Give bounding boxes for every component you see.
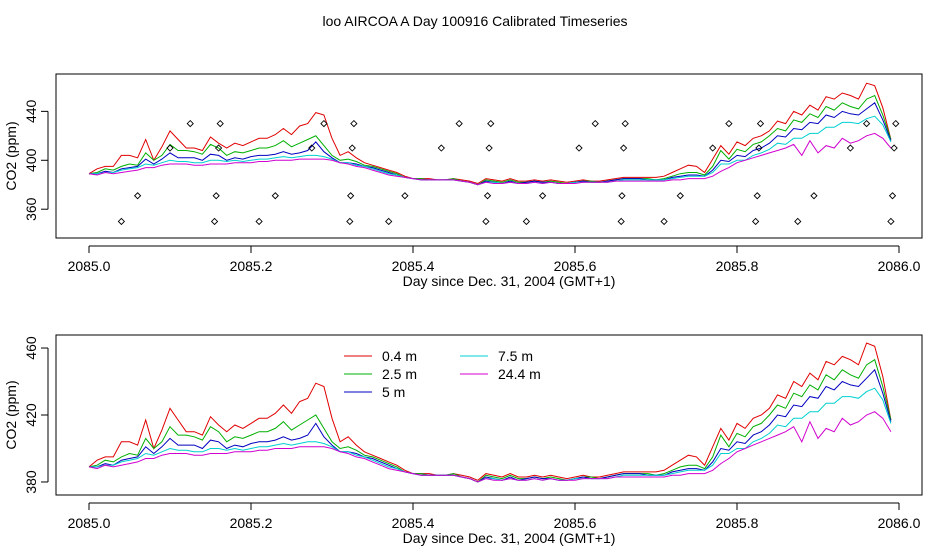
flag-point <box>437 144 445 152</box>
top-series-lines <box>88 82 892 186</box>
flag-point <box>619 144 628 152</box>
flag-point <box>591 119 599 128</box>
flag-point <box>846 144 855 152</box>
flag-point <box>320 119 328 128</box>
flag-point <box>210 217 219 226</box>
bottom-panel: 2085.0 2085.2 2085.4 2085.6 2085.8 2086.0 380… <box>3 334 923 546</box>
bottom-series-lines <box>88 342 892 483</box>
series-line-0-4m <box>88 342 892 481</box>
series-line-0-4m <box>88 82 892 185</box>
bottom-x-axis: 2085.0 2085.2 2085.4 2085.6 2085.8 2086.0 <box>68 502 921 531</box>
y-tick-label: 360 <box>23 197 39 221</box>
flag-point <box>575 144 583 152</box>
flag-point <box>522 217 531 226</box>
x-tick-label: 2085.4 <box>392 515 435 531</box>
flag-point <box>676 192 684 200</box>
flag-point <box>621 119 629 128</box>
flag-point <box>890 144 898 152</box>
flag-point <box>862 119 871 128</box>
flag-point <box>755 144 763 152</box>
flag-point <box>214 144 223 152</box>
figure-title: loo AIRCOA A Day 100916 Calibrated Times… <box>322 13 627 29</box>
flag-point <box>482 217 490 226</box>
flag-point <box>756 119 765 128</box>
x-tick-label: 2086.0 <box>878 515 921 531</box>
flag-point <box>401 192 409 200</box>
x-tick-label: 2085.6 <box>554 258 597 274</box>
y-tick-label: 460 <box>23 336 39 360</box>
top-y-axis-label: CO2 (ppm) <box>3 121 19 190</box>
flag-point <box>271 192 279 200</box>
flag-point <box>212 192 220 200</box>
flag-point <box>617 217 625 226</box>
flag-point <box>794 217 802 226</box>
flag-point <box>483 192 492 200</box>
x-tick-label: 2085.8 <box>716 515 759 531</box>
top-x-axis: 2085.0 2085.2 2085.4 2085.6 2085.8 2086.0 <box>68 245 921 274</box>
legend: 0.4 m 7.5 m 2.5 m 24.4 m 5 m <box>344 348 541 400</box>
flag-point <box>892 119 900 128</box>
flag-point <box>887 217 895 226</box>
y-tick-label: 400 <box>23 148 39 172</box>
flag-point <box>346 217 354 226</box>
bottom-y-axis-label: CO2 (ppm) <box>3 380 19 449</box>
flag-point <box>255 217 263 226</box>
x-tick-label: 2085.6 <box>554 515 597 531</box>
top-panel: 2085.0 2085.2 2085.4 2085.6 2085.8 2086.0 360… <box>3 73 923 289</box>
flag-point <box>888 192 897 200</box>
top-x-axis-label: Day since Dec. 31, 2004 (GMT+1) <box>403 273 616 289</box>
flag-point <box>117 217 126 226</box>
flag-point <box>660 217 668 226</box>
x-tick-label: 2085.2 <box>230 258 273 274</box>
flag-point <box>810 192 818 200</box>
legend-label: 7.5 m <box>498 348 533 364</box>
series-line-5m <box>89 102 892 186</box>
y-tick-label: 380 <box>23 470 39 494</box>
flag-point <box>348 144 356 152</box>
x-tick-label: 2085.4 <box>392 258 435 274</box>
flag-point <box>487 119 495 128</box>
legend-label: 5 m <box>382 384 405 400</box>
x-tick-label: 2086.0 <box>878 258 921 274</box>
flag-point <box>350 119 358 128</box>
flag-point <box>618 192 626 200</box>
legend-label: 2.5 m <box>382 366 417 382</box>
series-line-2-5m <box>88 94 892 186</box>
x-tick-label: 2085.0 <box>68 515 111 531</box>
flag-point <box>186 119 194 128</box>
flag-point <box>133 192 142 200</box>
flag-point <box>308 144 316 152</box>
series-line-7-5m <box>89 387 892 483</box>
series-line-24-4m <box>88 132 892 186</box>
legend-label: 0.4 m <box>382 348 417 364</box>
flag-point <box>346 192 355 200</box>
series-line-2-5m <box>88 358 892 483</box>
flag-point <box>485 144 493 152</box>
top-plot-frame <box>55 73 923 239</box>
flag-point <box>709 144 717 152</box>
series-line-7-5m <box>89 115 892 186</box>
flag-point <box>216 119 224 128</box>
flag-point <box>538 192 547 200</box>
flag-point <box>751 217 760 226</box>
flag-point <box>385 217 393 226</box>
y-tick-label: 420 <box>23 403 39 427</box>
series-line-24-4m <box>88 411 892 483</box>
y-tick-label: 440 <box>23 99 39 123</box>
bottom-x-axis-label: Day since Dec. 31, 2004 (GMT+1) <box>403 530 616 546</box>
bottom-y-axis: 380 420 460 <box>23 336 49 494</box>
bottom-plot-frame <box>55 334 923 496</box>
series-line-5m <box>89 368 892 483</box>
flag-point <box>753 192 761 200</box>
top-y-axis: 360 400 440 <box>23 99 49 221</box>
x-tick-label: 2085.8 <box>716 258 759 274</box>
x-tick-label: 2085.0 <box>68 258 111 274</box>
flag-point <box>455 119 463 128</box>
flag-point <box>166 144 174 152</box>
x-tick-label: 2085.2 <box>230 515 273 531</box>
flag-point <box>725 119 733 128</box>
top-flag-points <box>117 119 900 226</box>
legend-label: 24.4 m <box>498 366 541 382</box>
